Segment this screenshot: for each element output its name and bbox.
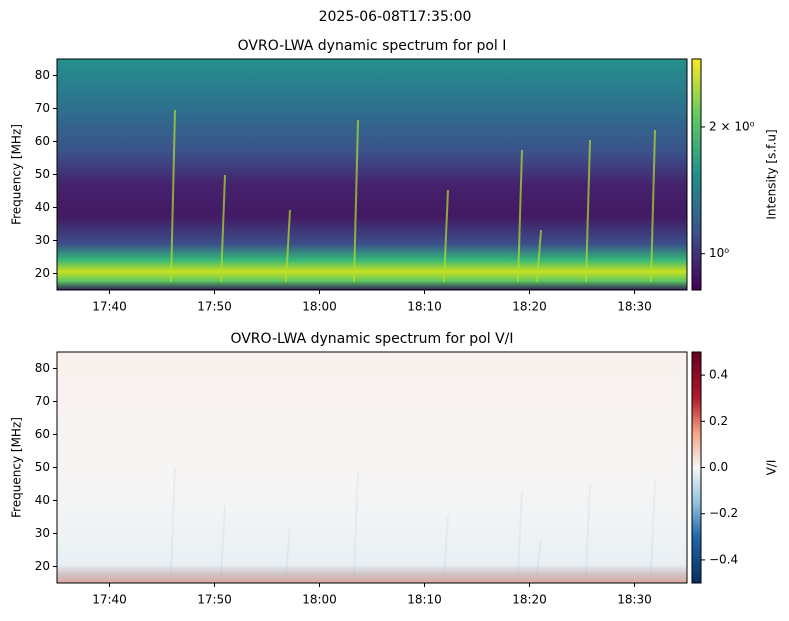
burst-streak <box>536 538 542 576</box>
x-tick-label: 17:40 <box>92 300 127 314</box>
burst-streak <box>220 174 226 283</box>
burst-streak <box>585 139 591 283</box>
y-tick-label: 30 <box>35 526 50 540</box>
burst-streaks <box>170 466 656 576</box>
burst-streak <box>443 189 449 283</box>
x-tick-label: 18:00 <box>302 593 337 607</box>
x-tick-label: 18:00 <box>302 300 337 314</box>
burst-streak <box>285 526 291 576</box>
y-tick-label: 40 <box>35 493 50 507</box>
heatmap-image <box>57 59 687 290</box>
burst-streak <box>517 490 523 576</box>
y-axis-label: Frequency [MHz] <box>10 417 24 518</box>
colorbar-tick-label: −0.4 <box>709 552 738 566</box>
burst-streak <box>285 209 291 283</box>
x-tick-label: 18:30 <box>617 593 652 607</box>
y-tick-label: 80 <box>35 68 50 82</box>
x-tick-label: 18:10 <box>407 593 442 607</box>
burst-streak <box>585 484 591 576</box>
colorbar-tick-label: 0.4 <box>709 368 728 382</box>
y-tick-label: 30 <box>35 233 50 247</box>
colorbar-tick-label: 10⁰ <box>709 246 729 260</box>
burst-streak <box>353 472 359 576</box>
y-tick-label: 40 <box>35 200 50 214</box>
colorbar-tick-label: 0.0 <box>709 460 728 474</box>
y-tick-label: 50 <box>35 167 50 181</box>
burst-streak <box>536 229 542 283</box>
suptitle: 2025-06-08T17:35:00 <box>319 9 472 25</box>
burst-streak <box>650 478 656 576</box>
x-tick-label: 18:20 <box>512 593 547 607</box>
y-tick-label: 60 <box>35 427 50 441</box>
burst-streak <box>443 514 449 576</box>
colorbar-tick-label: −0.2 <box>709 506 738 520</box>
y-tick-label: 60 <box>35 134 50 148</box>
colorbar-label: V/I <box>765 460 779 476</box>
x-tick-label: 17:50 <box>197 593 232 607</box>
y-tick-label: 20 <box>35 266 50 280</box>
colorbar-label: Intensity [s.f.u] <box>765 129 779 219</box>
burst-streaks <box>170 109 656 283</box>
y-axis-label: Frequency [MHz] <box>10 124 24 225</box>
burst-streak <box>170 466 176 576</box>
y-tick-label: 50 <box>35 460 50 474</box>
y-tick-label: 80 <box>35 361 50 375</box>
chart-title: OVRO-LWA dynamic spectrum for pol I <box>238 38 507 54</box>
burst-streak <box>517 149 523 283</box>
colorbar-tick-label: 2 × 10⁰ <box>709 119 755 133</box>
burst-streak <box>220 505 226 576</box>
x-tick-label: 18:30 <box>617 300 652 314</box>
colorbar <box>691 351 702 584</box>
x-tick-label: 17:50 <box>197 300 232 314</box>
y-tick-label: 20 <box>35 559 50 573</box>
burst-streak <box>650 129 656 283</box>
burst-streak <box>170 109 176 283</box>
chart-title: OVRO-LWA dynamic spectrum for pol V/I <box>230 331 513 347</box>
x-tick-label: 18:10 <box>407 300 442 314</box>
colorbar <box>691 58 702 291</box>
x-tick-label: 17:40 <box>92 593 127 607</box>
y-tick-label: 70 <box>35 394 50 408</box>
colorbar-tick-label: 0.2 <box>709 414 728 428</box>
y-tick-label: 70 <box>35 101 50 115</box>
x-tick-label: 18:20 <box>512 300 547 314</box>
burst-streak <box>353 119 359 283</box>
heatmap-image <box>57 352 687 583</box>
